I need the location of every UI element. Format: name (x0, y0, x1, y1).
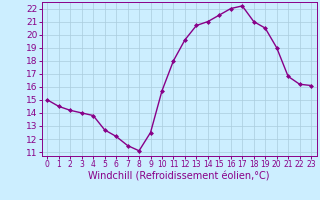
X-axis label: Windchill (Refroidissement éolien,°C): Windchill (Refroidissement éolien,°C) (88, 172, 270, 182)
